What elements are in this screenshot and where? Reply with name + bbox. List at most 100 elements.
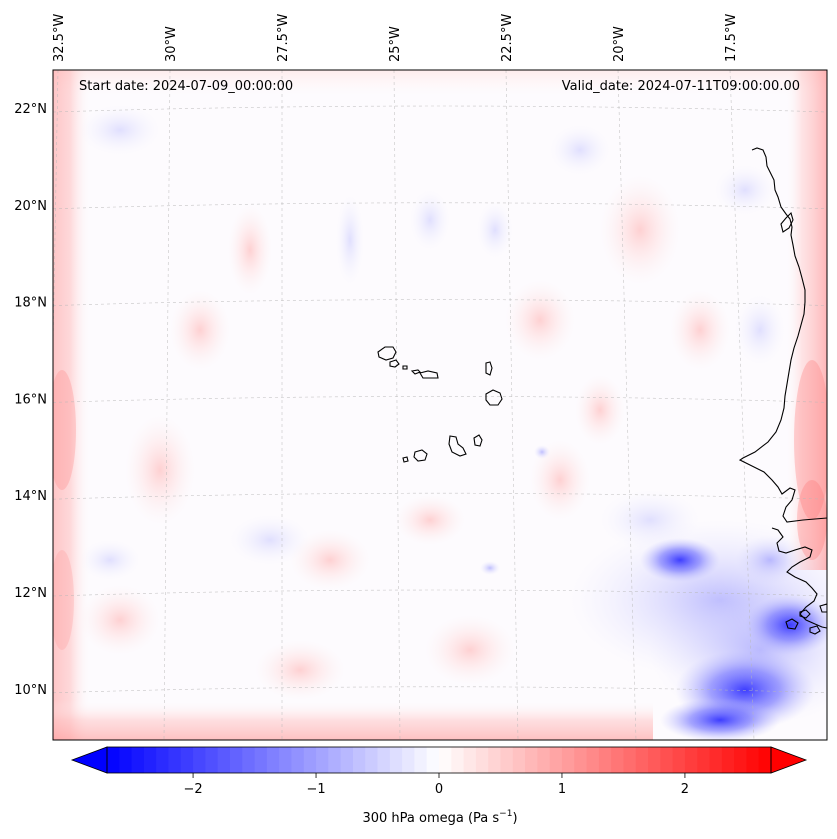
colorbar-cell [475,747,489,773]
colorbar-cell [168,747,182,773]
bijagos-islands [785,603,827,635]
colorbar-cell [414,747,428,773]
longitude-tick-label: 20°W [612,26,627,62]
colorbar-cell [697,747,711,773]
colorbar-cell [107,747,120,773]
santa-luzia-island [402,365,408,370]
colorbar-cell [488,747,502,773]
colorbar-ticks: −2 −1 0 1 2 [183,773,689,797]
colorbar-cell [758,747,772,773]
sao-nicolau-island [410,369,439,379]
santo-antao-island [377,346,397,361]
guinea-bissau-coastline [771,527,827,629]
latitude-tick-label: 10°N [14,683,47,698]
latitude-tick-label: 16°N [14,392,47,407]
longitude-tick-label: 25°W [388,26,403,62]
parallel-line [53,299,827,306]
colorbar-cell [574,747,588,773]
colorbar-cell [623,747,637,773]
meridian-line [617,70,637,740]
colorbar-cell [303,747,317,773]
colorbar-cell [451,747,465,773]
colorbar-cell [684,747,698,773]
colorbar-cell [291,747,305,773]
parallel-line [53,589,827,597]
parallel-line [53,202,827,210]
colorbar-cell [426,747,440,773]
colorbar-cell [119,747,133,773]
colorbar-cell [611,747,625,773]
meridian-line [729,70,755,740]
colorbar-cell [377,747,391,773]
colorbar-cell [549,747,563,773]
colorbar-cell [143,747,157,773]
colorbar-cell [439,747,452,773]
colorbar-cell [512,747,526,773]
colorbar-tick-label: 1 [558,782,566,797]
gridlines [53,70,827,740]
colorbar-tick-label: −1 [306,782,325,797]
colorbar: −2 −1 0 1 2 300 hPa omega (Pa s−1) [70,746,808,826]
meridian-line [163,70,171,740]
colorbar-cell [266,747,280,773]
colorbar-cell [721,747,735,773]
colorbar-cell [131,747,145,773]
start-date-label: Start date: 2024-07-09_00:00:00 [79,79,293,94]
longitude-labels: 32.5°W 30°W 27.5°W 25°W 22.5°W 20°W 17.5°W [52,14,739,62]
colorbar-cell [734,747,748,773]
senegal-inlet [780,211,794,233]
santiago-island [448,435,467,457]
longitude-tick-label: 27.5°W [276,14,291,62]
colorbar-cell [217,747,231,773]
latitude-tick-label: 20°N [14,199,47,214]
colorbar-max-extend [770,746,808,774]
colorbar-cell [365,747,379,773]
latitude-tick-label: 12°N [14,586,47,601]
colorbar-cell [537,747,551,773]
valid-date-label: Valid_date: 2024-07-11T09:00:00.00 [562,79,800,94]
colorbar-cell [660,747,674,773]
latitude-tick-label: 22°N [14,102,47,117]
cape-verde-islands [377,346,503,463]
colorbar-cell [279,747,293,773]
colorbar-cell [242,747,256,773]
omega-field [53,70,827,740]
colorbar-cell [586,747,600,773]
meridian-line [393,70,401,740]
colorbar-cell [389,747,403,773]
colorbar-cell [205,747,219,773]
parallel-line [53,492,827,500]
map-panel: Start date: 2024-07-09_00:00:00 Valid_da… [52,69,828,741]
longitude-tick-label: 30°W [164,26,179,62]
parallel-line [53,686,827,694]
coastlines [377,147,827,635]
maio-island [473,434,483,447]
colorbar-cells [107,747,772,773]
colorbar-cell [598,747,612,773]
sao-vicente-island [389,359,400,368]
meridian-line [505,70,519,740]
edge-bands [53,70,827,740]
colorbar-cell [340,747,354,773]
sal-island [485,361,493,376]
colorbar-cell [316,747,329,773]
brava-island [402,456,409,463]
colorbar-cell [709,747,723,773]
latitude-tick-label: 14°N [14,489,47,504]
parallel-line [53,396,827,403]
colorbar-tick-label: 2 [681,782,689,797]
map-frame [52,69,828,741]
colorbar-cell [746,747,760,773]
colorbar-cell [561,747,575,773]
colorbar-cell [180,747,194,773]
latitude-labels: 22°N 20°N 18°N 16°N 14°N 12°N 10°N [14,102,47,698]
colorbar-tick-label: −2 [183,782,202,797]
longitude-tick-label: 32.5°W [52,14,67,62]
colorbar-cell [635,747,649,773]
colorbar-cell [229,747,243,773]
colorbar-cell [156,747,170,773]
latitude-tick-label: 18°N [14,296,47,311]
boa-vista-island [485,389,503,406]
colorbar-cell [463,747,477,773]
